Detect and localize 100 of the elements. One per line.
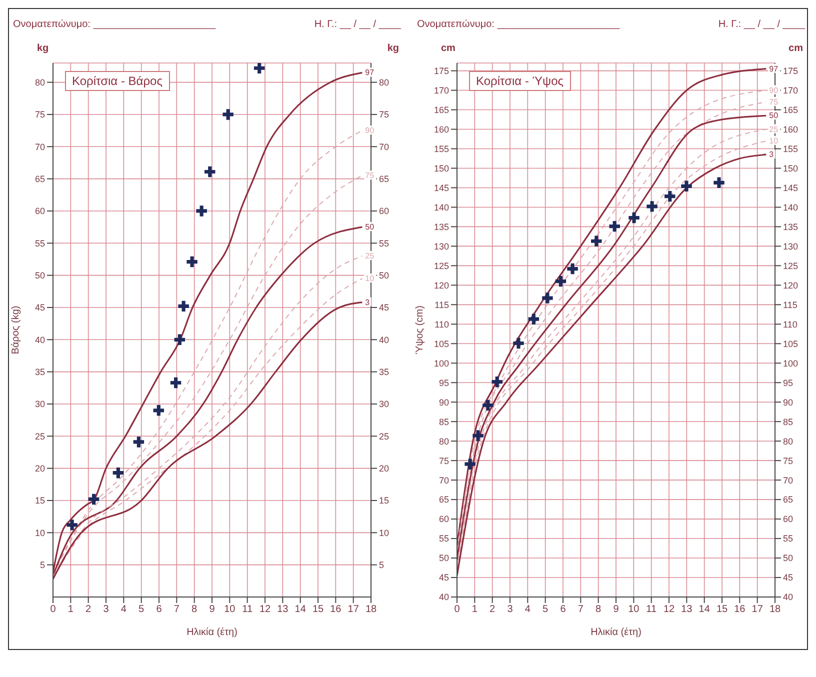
series-label: 50 <box>769 111 779 120</box>
y2-tick-label: 30 <box>379 399 390 410</box>
y2-tick-label: 130 <box>783 241 798 252</box>
y2-tick-label: 175 <box>783 66 798 76</box>
y2-tick-label: 60 <box>783 514 794 524</box>
y-tick-label: 130 <box>434 241 449 252</box>
x-tick-label: 8 <box>192 604 198 616</box>
y2-tick-label: 120 <box>783 280 798 290</box>
y2-tick-label: 75 <box>783 456 794 466</box>
series-label: 50 <box>365 222 375 232</box>
x-tick-label: 9 <box>209 604 216 616</box>
y2-tick-label: 40 <box>783 592 794 602</box>
x-tick-label: 18 <box>365 604 377 616</box>
y2-tick-label: 155 <box>783 144 798 154</box>
y-tick-label: 25 <box>34 431 45 442</box>
y-tick-label: 10 <box>34 528 45 538</box>
y-tick-label: 50 <box>438 553 449 564</box>
series-label: 10 <box>365 274 375 284</box>
y2-tick-label: 50 <box>379 270 390 281</box>
x-tick-label: 3 <box>103 604 110 616</box>
y-tick-label: 45 <box>34 302 45 313</box>
text: Ονοματεπώνυμο: ______________________ <box>417 19 620 32</box>
y-tick-label: 55 <box>34 238 45 248</box>
y-tick-label: 95 <box>438 378 449 388</box>
y2-tick-label: 95 <box>783 378 794 388</box>
x-tick-label: 14 <box>294 604 306 616</box>
y2-axis-title: cm <box>788 43 803 54</box>
x-tick-label: 13 <box>277 604 289 616</box>
x-tick-label: 11 <box>242 604 253 616</box>
y2-tick-label: 15 <box>379 496 390 506</box>
x-tick-label: 6 <box>156 604 162 616</box>
x-tick-label: 0 <box>454 604 460 616</box>
y-tick-label: 110 <box>434 319 449 330</box>
x-tick-label: 4 <box>120 604 127 616</box>
x-tick-label: 15 <box>312 604 324 616</box>
x-tick-label: 12 <box>259 604 271 616</box>
series-label: 25 <box>769 124 779 134</box>
y-tick-label: 35 <box>34 367 45 378</box>
y2-tick-label: 35 <box>379 367 390 378</box>
y-tick-label: 170 <box>434 85 449 96</box>
y2-tick-label: 10 <box>379 528 390 538</box>
series-label: 75 <box>769 97 779 106</box>
text: Η. Γ.: __ / __ / ____ <box>718 19 805 32</box>
y-tick-label: 105 <box>434 338 449 349</box>
x-tick-label: 5 <box>542 604 549 616</box>
y-tick-label: 40 <box>438 592 449 602</box>
y-tick-label: 150 <box>434 163 449 174</box>
y2-tick-label: 55 <box>783 534 794 544</box>
y2-tick-label: 50 <box>783 553 794 564</box>
x-tick-label: 3 <box>507 604 514 616</box>
y2-tick-label: 125 <box>783 260 798 271</box>
y-tick-label: 155 <box>434 144 449 154</box>
y-tick-label: 165 <box>434 104 449 115</box>
x-tick-label: 2 <box>490 604 496 616</box>
text: Η. Γ.: __ / __ / ____ <box>314 19 401 32</box>
x-tick-label: 11 <box>646 604 657 616</box>
x-tick-label: 16 <box>330 604 342 616</box>
y2-axis-title: kg <box>387 43 399 54</box>
x-tick-label: 7 <box>174 604 180 616</box>
series-label: 3 <box>769 150 774 160</box>
series-label: 97 <box>769 64 779 74</box>
y2-tick-label: 145 <box>783 182 798 193</box>
y2-tick-label: 65 <box>783 494 794 505</box>
y2-tick-label: 65 <box>379 174 390 184</box>
y-tick-label: 15 <box>34 496 45 506</box>
text: Κορίτσια - Βάρος <box>65 71 170 91</box>
y-tick-label: 65 <box>34 174 45 184</box>
y2-tick-label: 110 <box>783 319 798 330</box>
y-tick-label: 45 <box>438 572 449 583</box>
y-tick-label: 135 <box>434 222 449 232</box>
y2-tick-label: 45 <box>379 302 390 313</box>
y-tick-label: 60 <box>34 206 45 216</box>
y2-tick-label: 80 <box>379 77 390 88</box>
y2-tick-label: 5 <box>379 560 384 570</box>
y-tick-label: 90 <box>438 397 449 408</box>
y2-tick-label: 70 <box>783 475 794 486</box>
x-tick-label: 16 <box>734 604 746 616</box>
y2-tick-label: 140 <box>783 202 798 212</box>
x-tick-label: 0 <box>50 604 56 616</box>
x-axis-title: Ηλικία (έτη) <box>590 627 642 638</box>
series-label: 3 <box>365 298 370 307</box>
y2-tick-label: 60 <box>379 206 390 216</box>
y-tick-label: 70 <box>438 475 449 486</box>
y2-tick-label: 55 <box>379 238 390 248</box>
y-tick-label: 100 <box>434 358 449 368</box>
x-tick-label: 7 <box>578 604 584 616</box>
y2-tick-label: 85 <box>783 416 794 427</box>
y2-tick-label: 80 <box>783 436 794 446</box>
x-tick-label: 13 <box>681 604 693 616</box>
text: cm <box>441 43 456 54</box>
y2-tick-label: 40 <box>379 334 390 345</box>
y-tick-label: 120 <box>434 280 449 290</box>
y-tick-label: 30 <box>34 399 45 410</box>
series-label: 25 <box>365 252 375 261</box>
y2-tick-label: 150 <box>783 163 798 174</box>
y-tick-label: 160 <box>434 124 449 134</box>
y-tick-label: 60 <box>438 514 449 524</box>
y2-tick-label: 105 <box>783 338 798 349</box>
x-tick-label: 10 <box>224 604 236 616</box>
x-tick-label: 10 <box>628 604 640 616</box>
